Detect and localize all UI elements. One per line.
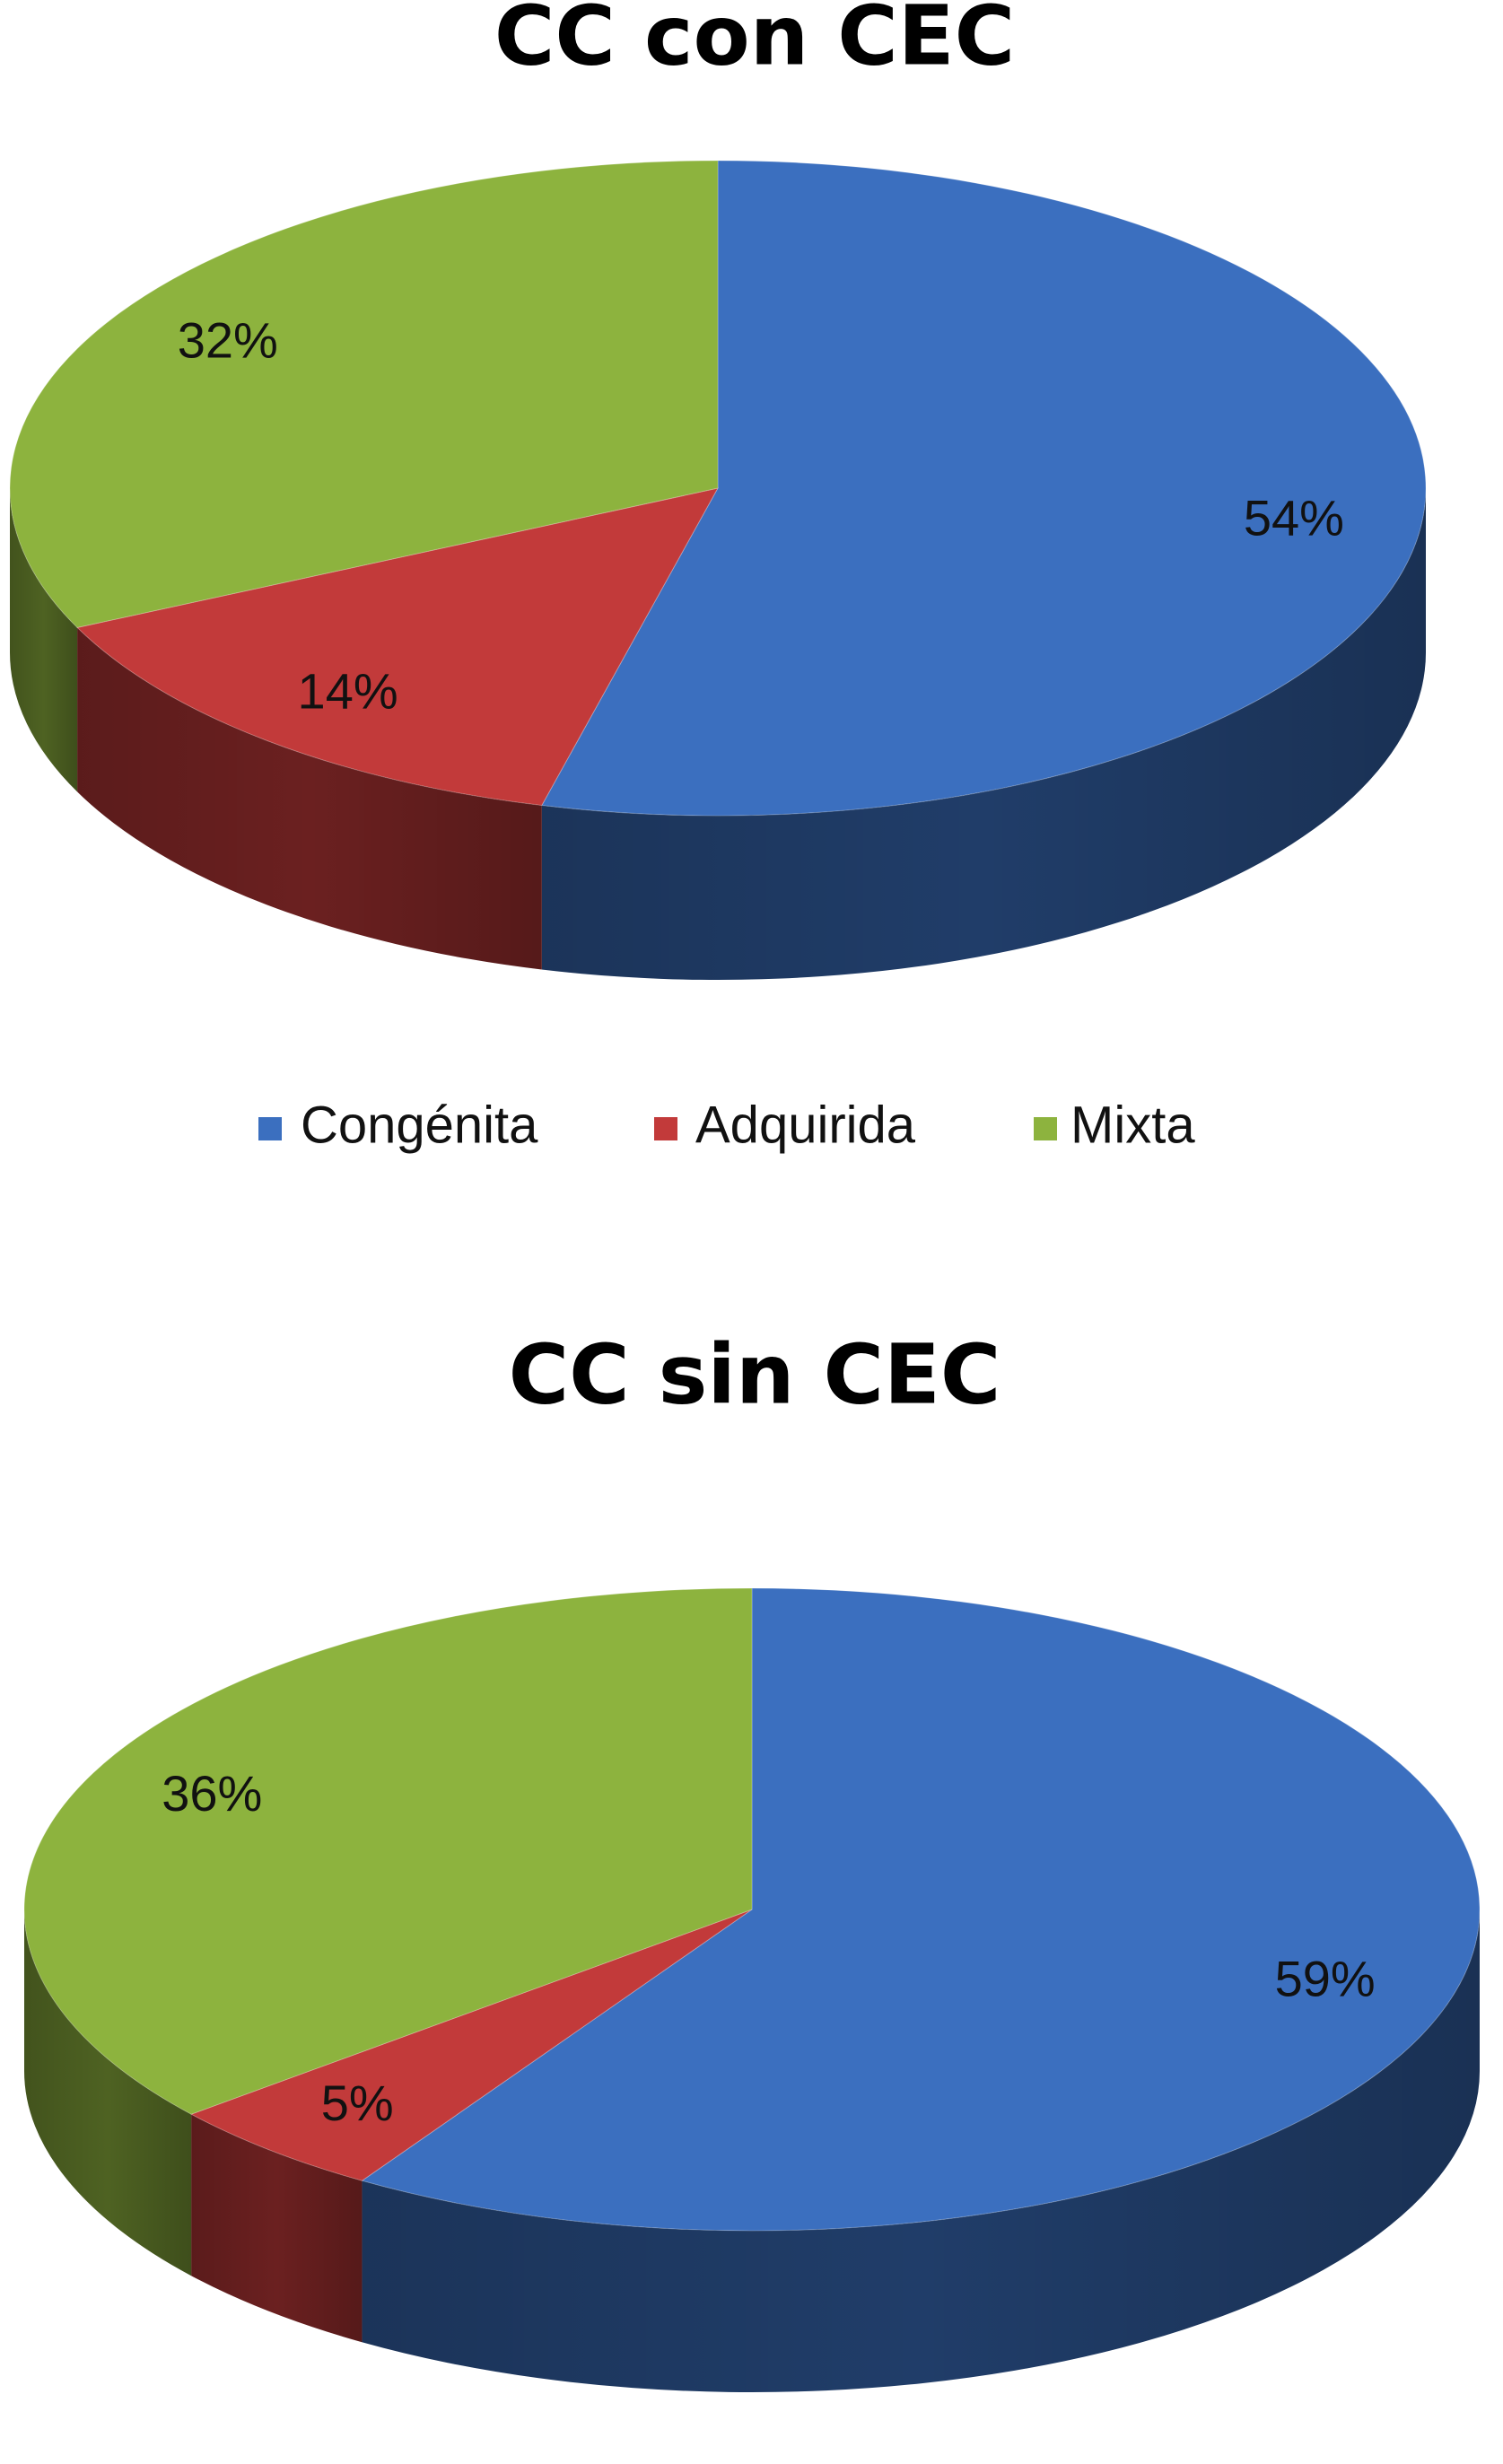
- chart-title: CC sin CEC: [509, 1326, 1001, 1422]
- data-label: 32%: [178, 311, 278, 368]
- data-label: 54%: [1244, 489, 1344, 546]
- pie-slice: [540, 160, 1427, 817]
- pie-side-shade: [10, 488, 78, 792]
- legend-swatch: [654, 1117, 677, 1140]
- pie-slice: [361, 1587, 1481, 2232]
- data-label: 59%: [1275, 1951, 1376, 2007]
- pie-slice: [189, 1909, 753, 2181]
- pie-side-shade: [362, 1909, 1480, 2392]
- pie-slice: [9, 160, 719, 628]
- data-label: 14%: [298, 662, 398, 719]
- legend-swatch: [1034, 1117, 1057, 1140]
- pie-side-shade: [77, 627, 542, 970]
- legend-label: Adquirida: [695, 1096, 916, 1154]
- data-label: 5%: [321, 2075, 394, 2131]
- legend-label: Mixta: [1070, 1096, 1195, 1154]
- pie-side-shade: [24, 1909, 192, 2276]
- chart-title: CC con CEC: [494, 0, 1015, 83]
- pie-slice: [23, 1587, 753, 2115]
- pie-side-shade: [541, 488, 1426, 980]
- legend-label: Congénita: [301, 1096, 538, 1154]
- data-label: 36%: [162, 1765, 262, 1822]
- pie-side-shade: [191, 2114, 363, 2343]
- legend-swatch: [258, 1117, 282, 1140]
- pie-slice: [76, 487, 719, 807]
